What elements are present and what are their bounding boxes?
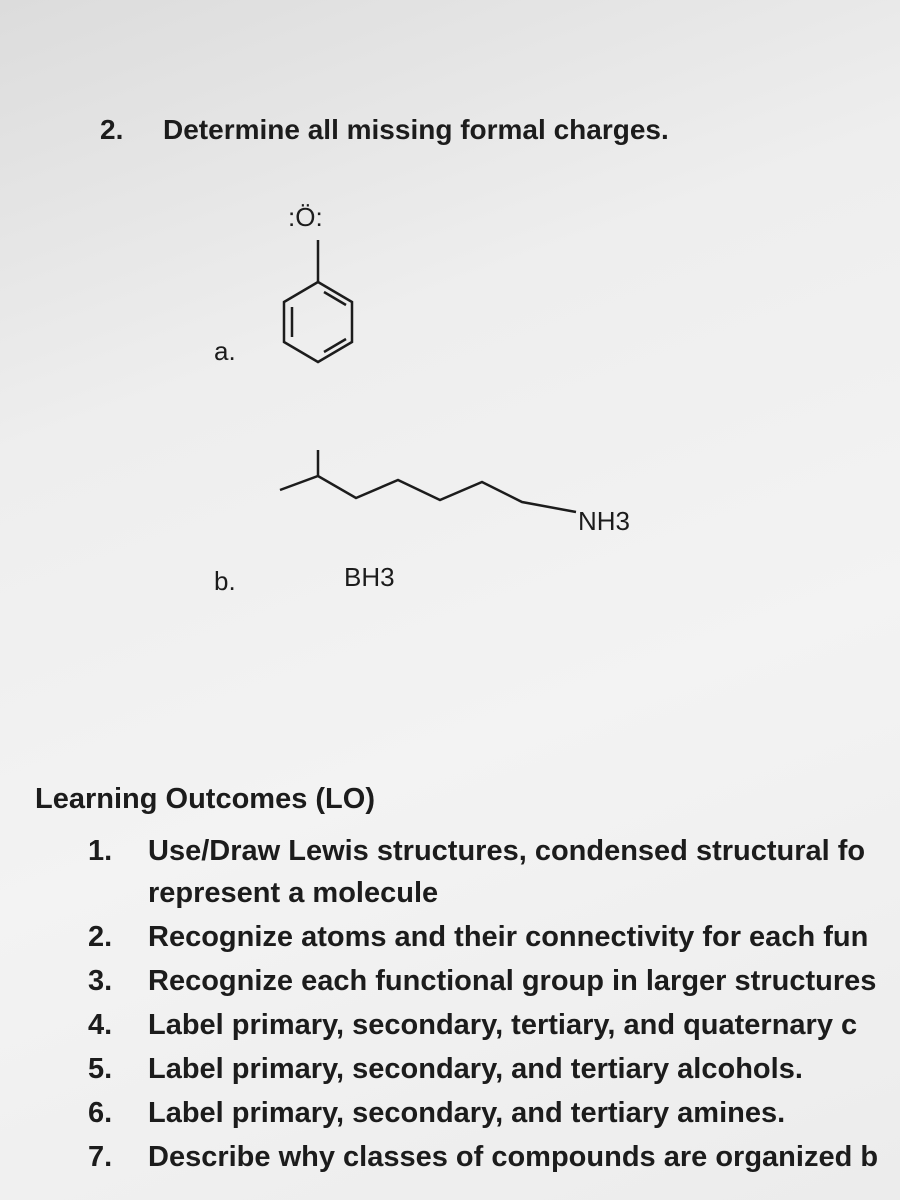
lo-number: 1. [88, 835, 113, 867]
group-bh3: BH3 [344, 562, 395, 592]
group-nh3: NH3 [578, 506, 631, 536]
lo-number: 4. [88, 1009, 113, 1041]
question-number: 2. [100, 114, 124, 145]
carbon-chain [279, 474, 577, 514]
label-b: b. [214, 566, 236, 596]
lo-text: Describe why classes of compounds are or… [148, 1141, 879, 1173]
lo-number: 3. [88, 965, 113, 997]
lo-title: Learning Outcomes (LO) [35, 783, 375, 815]
lo-text: Use/Draw Lewis structures, condensed str… [148, 835, 866, 867]
oxygen: :Ö: [288, 202, 323, 232]
lo-text: Recognize atoms and their connectivity f… [148, 921, 869, 953]
benzene [282, 240, 354, 364]
lo-text: Label primary, secondary, and tertiary a… [148, 1097, 786, 1129]
lo-text: Label primary, secondary, tertiary, and … [148, 1009, 858, 1041]
lo-number: 2. [88, 921, 113, 953]
lo-number: 6. [88, 1097, 113, 1129]
lo-number: 5. [88, 1053, 113, 1085]
lo-text: Recognize each functional group in large… [148, 965, 877, 997]
label-a: a. [214, 336, 236, 366]
lo-text: Label primary, secondary, and tertiary a… [148, 1053, 803, 1085]
lo-number: 7. [88, 1141, 113, 1173]
question-text: Determine all missing formal charges. [163, 114, 669, 145]
lo-text: represent a molecule [148, 877, 439, 909]
